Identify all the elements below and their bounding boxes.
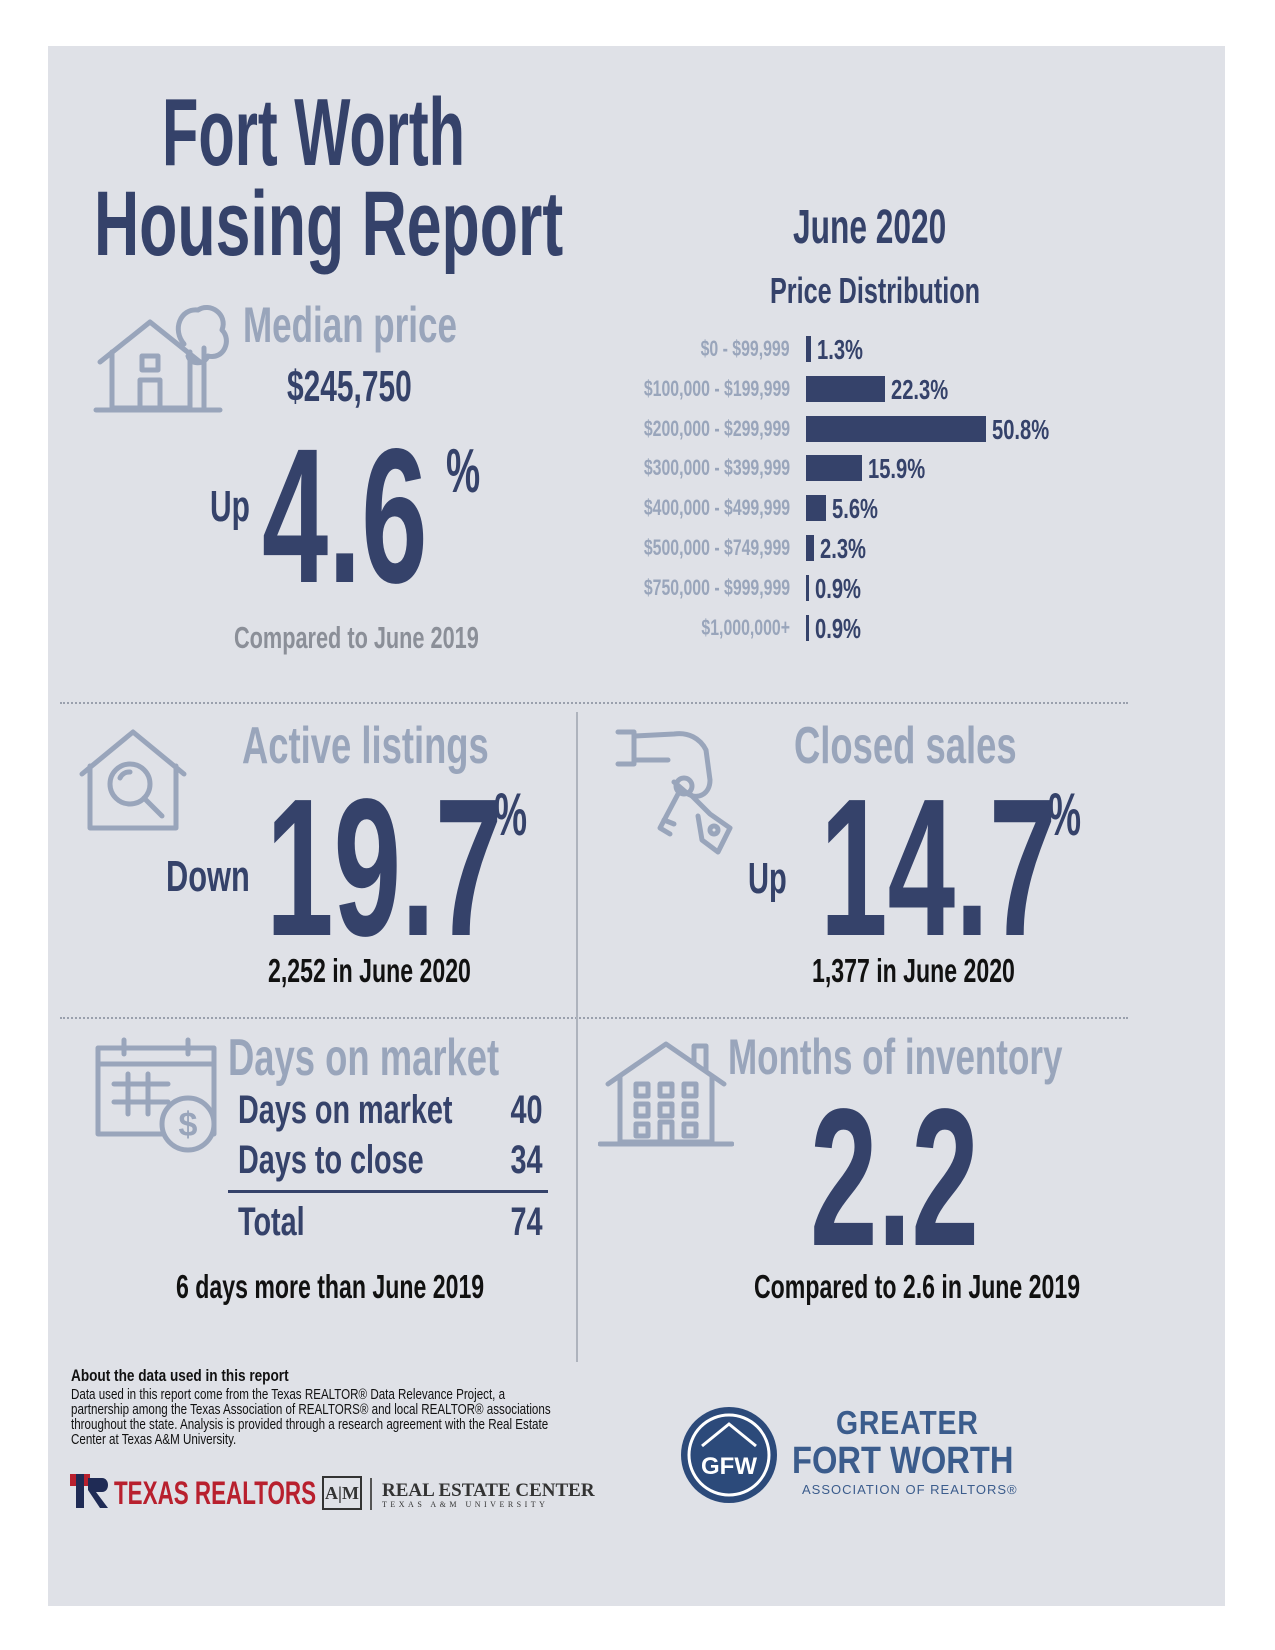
price-distribution-title: Price Distribution	[770, 270, 981, 311]
title-line-1: Fort Worth	[162, 79, 466, 186]
price-distribution-row: $200,000 - $299,999 50.8%	[600, 413, 1120, 445]
price-distribution-value: 22.3%	[891, 373, 949, 405]
dom-row-value: 34	[509, 1138, 542, 1182]
active-listings-direction: Down	[166, 852, 250, 901]
dom-total-value: 74	[509, 1200, 542, 1244]
price-range-label: $400,000 - $499,999	[643, 495, 790, 521]
gfw-logo-line2: FORT WORTH	[792, 1440, 1014, 1482]
price-distribution-bar	[806, 614, 810, 641]
title-line-2: Housing Report	[94, 173, 564, 275]
price-range-label: $750,000 - $999,999	[643, 574, 790, 600]
house-tree-icon	[93, 305, 229, 413]
median-price-label: Median price	[243, 297, 457, 353]
price-distribution-bar	[806, 375, 886, 402]
gfw-logo-line3: ASSOCIATION OF REALTORS®	[802, 1482, 1018, 1497]
price-distribution-value: 0.9%	[815, 612, 862, 644]
tamu-logo-mark: A|M	[322, 1476, 362, 1510]
price-distribution-row: $100,000 - $199,999 22.3%	[600, 373, 1120, 405]
median-change-unit: %	[446, 437, 481, 506]
report-period: June 2020	[793, 201, 947, 254]
price-distribution-value: 15.9%	[868, 453, 926, 485]
months-inventory-label: Months of inventory	[728, 1029, 1063, 1085]
svg-text:$: $	[179, 1106, 198, 1144]
median-direction: Up	[210, 482, 250, 531]
dom-row-name: Days to close	[238, 1138, 424, 1182]
price-distribution-bar	[806, 415, 986, 442]
dom-total-rule	[228, 1190, 548, 1193]
price-distribution-row: $750,000 - $999,999 0.9%	[600, 572, 1120, 604]
price-distribution-bar	[806, 535, 815, 561]
texas-realtors-logo-text: TEXAS REALTORS	[114, 1475, 317, 1511]
active-listings-note: 2,252 in June 2020	[268, 952, 471, 989]
price-distribution-value: 50.8%	[992, 413, 1050, 445]
closed-sales-direction: Up	[748, 854, 787, 903]
gfw-logo-mark: GFW	[681, 1407, 777, 1503]
price-distribution-bar	[806, 574, 810, 601]
price-range-label: $0 - $99,999	[701, 336, 790, 361]
price-range-label: $200,000 - $299,999	[643, 415, 790, 441]
texas-realtors-logo-mark	[70, 1474, 108, 1508]
rec-logo-divider	[370, 1478, 372, 1510]
house-search-icon	[79, 729, 187, 831]
closed-sales-unit: %	[1048, 781, 1082, 848]
price-distribution-row: $0 - $99,999 1.3%	[600, 334, 1120, 365]
divider-top	[60, 702, 1128, 704]
closed-sales-label: Closed sales	[794, 717, 1017, 775]
active-listings-change: 19.7	[266, 758, 503, 977]
months-inventory-value: 2.2	[810, 1068, 979, 1287]
months-inventory-note: Compared to 2.6 in June 2019	[754, 1268, 1081, 1305]
price-range-label: $500,000 - $749,999	[643, 535, 790, 560]
price-distribution-value: 0.9%	[815, 572, 862, 604]
dom-total-label: Total	[238, 1200, 305, 1244]
price-distribution-bar	[806, 455, 863, 482]
price-distribution-value: 1.3%	[816, 334, 863, 365]
gfw-logo-line1: GREATER	[836, 1404, 979, 1441]
rec-logo-text: REAL ESTATE CENTER	[382, 1480, 595, 1501]
rec-logo-subtext: TEXAS A&M UNIVERSITY	[382, 1500, 549, 1509]
closed-sales-note: 1,377 in June 2020	[812, 952, 1015, 989]
price-range-label: $300,000 - $399,999	[643, 455, 790, 481]
price-distribution-bar	[806, 495, 826, 522]
price-distribution-value: 5.6%	[831, 493, 878, 525]
apartment-building-icon	[598, 1041, 734, 1147]
days-on-market-label: Days on market	[228, 1029, 500, 1087]
price-distribution-value: 2.3%	[820, 533, 867, 564]
price-distribution-row: $300,000 - $399,999 15.9%	[600, 453, 1120, 485]
dom-row-name: Days on market	[238, 1088, 453, 1132]
median-change: 4.6	[262, 408, 428, 623]
price-distribution-row: $1,000,000+ 0.9%	[600, 612, 1120, 644]
closed-sales-change: 14.7	[820, 758, 1057, 977]
active-listings-unit: %	[494, 781, 528, 848]
price-distribution-bar	[806, 336, 811, 362]
price-distribution-row: $400,000 - $499,999 5.6%	[600, 493, 1120, 525]
active-listings-label: Active listings	[242, 717, 489, 775]
gfw-logo-mark-text: GFW	[701, 1453, 757, 1480]
footer-heading: About the data used in this report	[71, 1366, 289, 1385]
median-note: Compared to June 2019	[234, 620, 479, 655]
price-range-label: $100,000 - $199,999	[643, 375, 790, 401]
divider-vertical	[576, 712, 578, 1362]
calendar-dollar-icon: $	[95, 1037, 217, 1153]
report-panel	[48, 46, 1225, 1606]
hand-keys-icon	[615, 729, 733, 855]
divider-middle	[60, 1017, 1128, 1019]
days-on-market-note: 6 days more than June 2019	[176, 1268, 485, 1305]
dom-row-value: 40	[509, 1088, 542, 1132]
price-range-label: $1,000,000+	[701, 614, 790, 640]
median-price-value: $245,750	[287, 362, 412, 411]
price-distribution-row: $500,000 - $749,999 2.3%	[600, 533, 1120, 564]
footer-body: Data used in this report come from the T…	[71, 1387, 551, 1448]
